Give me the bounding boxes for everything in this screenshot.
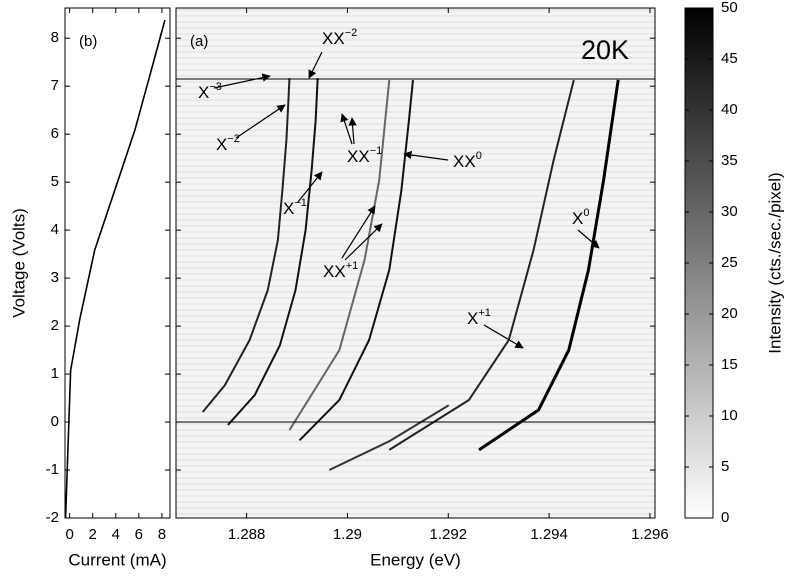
x-tick-label: 1.29 <box>333 526 362 543</box>
annotation-arrow <box>308 51 323 79</box>
annotation-text: XX <box>347 147 370 166</box>
annotation-arrow <box>340 113 353 145</box>
colorbar-tick-label: 5 <box>721 458 729 475</box>
annotation-text: XX <box>453 152 476 171</box>
annotation: XX−2 <box>322 27 357 49</box>
annotation: X−1 <box>283 197 307 219</box>
annotation: X−2 <box>216 133 240 155</box>
colorbar-label: Intensity (cts./sec./pixel) <box>765 172 784 353</box>
data-line <box>328 404 450 471</box>
annotation-arrow <box>213 73 271 89</box>
annotation-text: XX <box>323 262 346 281</box>
annotation-text: X <box>198 83 209 102</box>
panel-label: (a) <box>190 33 208 50</box>
x-tick-label: 1.292 <box>430 526 468 543</box>
colorbar-tick-label: 50 <box>721 0 738 16</box>
colorbar <box>684 7 714 519</box>
data-line <box>201 78 291 413</box>
x-tick-label: 6 <box>135 526 143 543</box>
y-tick-label: 7 <box>51 77 59 94</box>
colorbar-tick-label: 35 <box>721 152 738 169</box>
y-tick-label: -1 <box>46 461 59 478</box>
image-background <box>176 8 655 518</box>
y-tick-label: 1 <box>51 365 59 382</box>
y-tick-label: 0 <box>51 413 59 430</box>
annotation-arrow <box>341 205 376 259</box>
data-line <box>478 79 620 452</box>
colorbar-tick-label: 30 <box>721 203 738 220</box>
x-tick-label: 1.294 <box>530 526 568 543</box>
annotation: X0 <box>572 207 589 229</box>
x-tick-label: 4 <box>112 526 120 543</box>
data-line <box>388 79 575 451</box>
data-line <box>288 79 391 431</box>
colorbar-tick-label: 15 <box>721 356 738 373</box>
annotation-superscript: −2 <box>345 27 358 39</box>
data-line <box>298 79 414 441</box>
annotation: XX0 <box>453 150 482 172</box>
y-axis-label: Voltage (Volts) <box>9 208 28 318</box>
colorbar-tick-label: 25 <box>721 254 738 271</box>
y-tick-label: 3 <box>51 269 59 286</box>
y-tick-label: 2 <box>51 317 59 334</box>
annotation: XX−1 <box>347 145 382 167</box>
colorbar-tick-label: 45 <box>721 50 738 67</box>
panel-label: (b) <box>79 33 97 50</box>
annotation: X−3 <box>198 81 222 103</box>
annotation-text: X <box>572 209 583 228</box>
axes-frame <box>64 7 171 519</box>
annotation-superscript: −1 <box>294 197 307 209</box>
annotation-arrow <box>403 150 449 161</box>
x-tick-label: 2 <box>89 526 97 543</box>
annotation: X+1 <box>467 307 491 329</box>
annotation-arrow <box>348 117 357 145</box>
annotation-superscript: 0 <box>583 207 589 219</box>
annotation-text: X <box>216 135 227 154</box>
colorbar-tick-label: 0 <box>721 509 729 526</box>
annotation-superscript: −2 <box>227 133 240 145</box>
temperature-label: 20K <box>581 35 629 65</box>
y-tick-label: 4 <box>51 221 59 238</box>
annotation-superscript: −1 <box>370 145 383 157</box>
annotation-superscript: −3 <box>209 81 222 93</box>
annotation-text: X <box>283 199 294 218</box>
axes-frame <box>175 7 656 519</box>
x-tick-label: 0 <box>65 526 73 543</box>
colorbar-tick-label: 10 <box>721 407 738 424</box>
annotation-arrow <box>235 104 286 139</box>
x-axis-label: Current (mA) <box>68 550 166 569</box>
y-tick-label: -2 <box>46 509 59 526</box>
colorbar-tick-label: 40 <box>721 101 738 118</box>
x-tick-label: 1.296 <box>631 526 669 543</box>
annotation-arrow <box>344 223 383 261</box>
annotation-superscript: +1 <box>346 260 359 272</box>
y-tick-label: 6 <box>51 125 59 142</box>
colorbar-tick-label: 20 <box>721 305 738 322</box>
y-tick-label: 8 <box>51 29 59 46</box>
data-line <box>64 19 166 519</box>
annotation-superscript: +1 <box>478 307 491 319</box>
data-line <box>227 77 319 426</box>
annotation-arrow <box>483 324 524 349</box>
plot-area <box>65 8 170 518</box>
annotation-text: X <box>467 309 478 328</box>
y-tick-label: 5 <box>51 173 59 190</box>
annotation-arrow <box>577 229 600 249</box>
annotation-arrow <box>297 171 323 203</box>
annotation-text: XX <box>322 29 345 48</box>
x-tick-label: 1.288 <box>228 526 266 543</box>
annotation: XX+1 <box>323 260 358 282</box>
x-axis-label: Energy (eV) <box>370 550 461 569</box>
annotation-superscript: 0 <box>476 150 482 162</box>
x-tick-label: 8 <box>158 526 166 543</box>
